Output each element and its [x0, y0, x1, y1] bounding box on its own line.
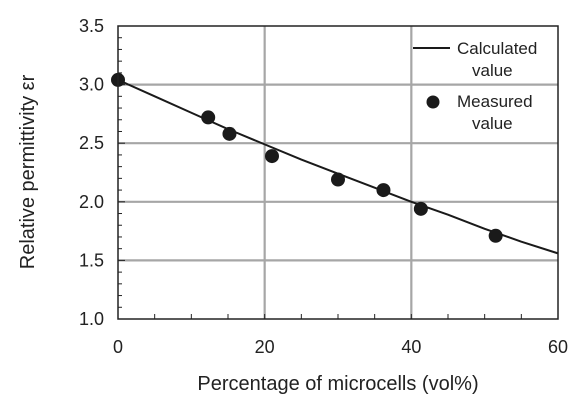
- legend-calculated-line2: value: [472, 61, 513, 80]
- y-tick-label: 1.5: [79, 250, 104, 270]
- y-tick-label: 2.5: [79, 133, 104, 153]
- x-tick-labels: 0 20 40 60: [113, 337, 568, 357]
- grid: [118, 26, 558, 319]
- y-tick-label: 3.5: [79, 16, 104, 36]
- y-axis-title: Relative permittivity εr: [17, 74, 39, 269]
- measured-value-point: [201, 110, 216, 125]
- legend-marker-swatch: [426, 95, 440, 109]
- y-tick-label: 2.0: [79, 192, 104, 212]
- measured-value-point: [222, 126, 237, 141]
- legend-calculated-line1: Calculated: [457, 39, 537, 58]
- x-tick-label: 0: [113, 337, 123, 357]
- x-tick-label: 60: [548, 337, 568, 357]
- x-tick-label: 40: [401, 337, 421, 357]
- y-tick-labels: 1.0 1.5 2.0 2.5 3.0 3.5: [79, 16, 104, 329]
- measured-value-point: [376, 183, 391, 198]
- legend: Calculated value Measured value: [413, 39, 537, 133]
- legend-measured-line2: value: [472, 114, 513, 133]
- y-tick-label: 3.0: [79, 75, 104, 95]
- measured-value-point: [265, 149, 279, 164]
- x-axis-title: Percentage of microcells (vol%): [197, 373, 478, 395]
- series-layer: [111, 72, 559, 255]
- plot-frame: [117, 25, 559, 320]
- x-tick-label: 20: [255, 337, 275, 357]
- measured-value-point: [413, 201, 428, 216]
- plot-area: [118, 26, 558, 319]
- measured-value-point: [488, 228, 503, 243]
- legend-measured-line1: Measured: [457, 92, 533, 111]
- measured-value-point: [331, 172, 345, 187]
- y-tick-label: 1.0: [79, 309, 104, 329]
